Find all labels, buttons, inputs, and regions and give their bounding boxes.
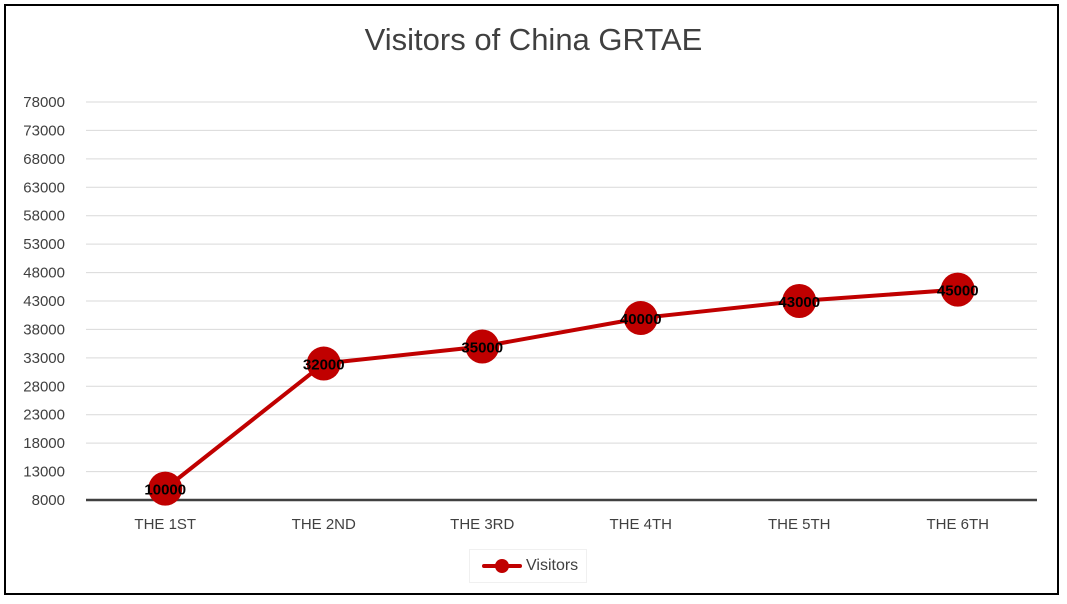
y-tick-label: 18000 [23,435,65,452]
y-tick-label: 43000 [23,293,65,310]
data-point [623,301,658,336]
data-point [940,272,975,307]
data-labels: 10000 32000 35000 40000 43000 45000 [144,283,978,499]
y-tick-label: 78000 [23,94,65,111]
y-tick-label: 23000 [23,407,65,424]
data-label: 32000 [303,357,345,374]
x-tick-label: THE 3RD [450,516,514,533]
y-axis: 8000 13000 18000 23000 28000 33000 38000 43000 4… [23,94,65,509]
chart-title: Visitors of China GRTAE [364,22,703,57]
y-tick-label: 73000 [23,122,65,139]
y-tick-label: 53000 [23,236,65,253]
y-tick-label: 13000 [23,464,65,481]
x-tick-label: THE 1ST [134,516,196,533]
y-tick-label: 48000 [23,265,65,282]
y-tick-label: 28000 [23,378,65,395]
data-label: 10000 [144,482,186,499]
data-point [465,329,500,364]
y-tick-label: 33000 [23,350,65,367]
y-tick-label: 63000 [23,179,65,196]
gridlines [86,101,1037,473]
data-point [306,346,341,381]
data-label: 35000 [461,339,503,356]
x-tick-label: THE 6TH [926,516,989,533]
x-tick-label: THE 5TH [768,516,831,533]
y-tick-label: 8000 [32,492,65,509]
legend-label-visitors: Visitors [526,557,579,574]
data-point [148,471,183,506]
data-label: 45000 [937,283,979,300]
series-line [163,287,960,491]
y-tick-label: 58000 [23,208,65,225]
y-tick-label: 68000 [23,151,65,168]
data-label: 40000 [620,311,662,328]
series-visitors [148,272,975,506]
y-tick-label: 38000 [23,321,65,338]
x-axis: THE 1ST THE 2ND THE 3RD THE 4TH THE 5TH THE 6… [86,498,1037,533]
data-point [782,284,817,318]
legend: Visitors [470,550,587,582]
legend-swatch-visitors [480,559,524,573]
data-label: 43000 [778,294,820,311]
x-tick-label: THE 4TH [609,516,672,533]
x-tick-label: THE 2ND [292,516,356,533]
